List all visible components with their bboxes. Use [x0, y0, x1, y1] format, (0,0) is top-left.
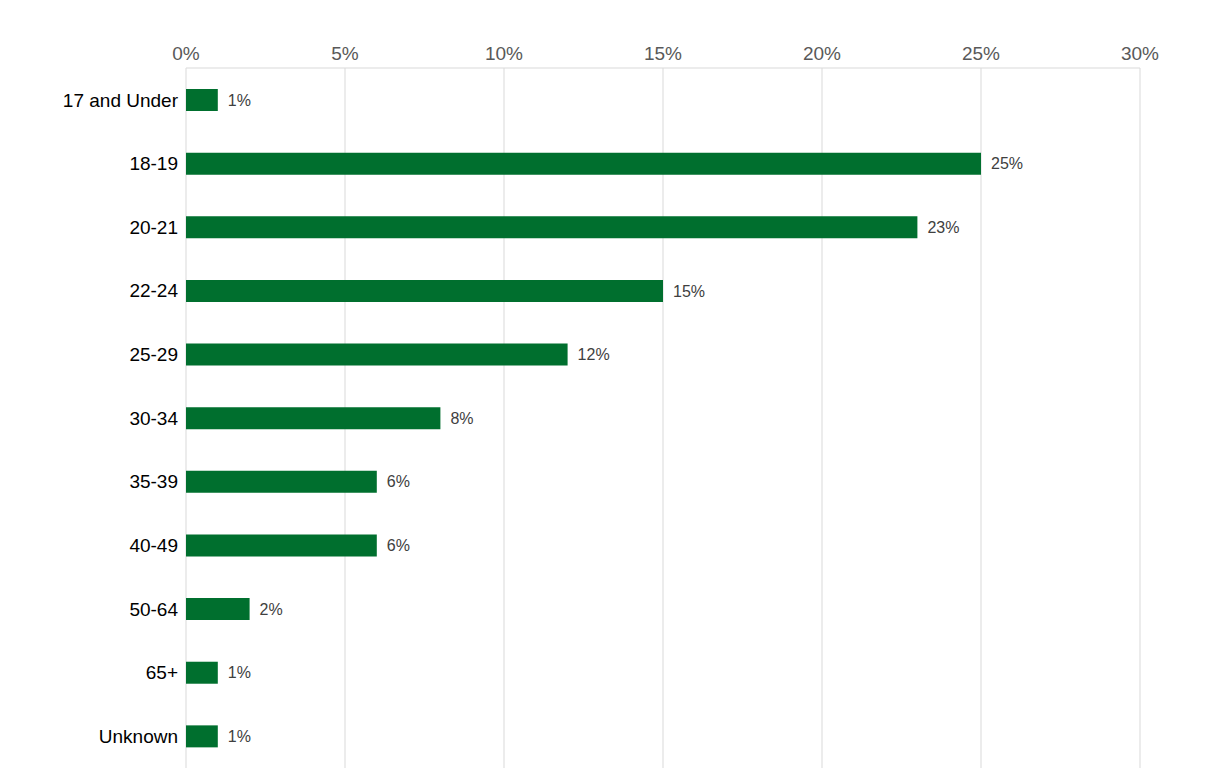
svg-text:0%: 0% — [172, 43, 200, 64]
svg-text:1%: 1% — [228, 664, 251, 681]
svg-text:23%: 23% — [927, 219, 959, 236]
svg-text:20%: 20% — [803, 43, 841, 64]
svg-text:50-64: 50-64 — [129, 599, 178, 620]
svg-text:20-21: 20-21 — [129, 217, 178, 238]
svg-text:2%: 2% — [260, 601, 283, 618]
svg-text:25%: 25% — [962, 43, 1000, 64]
svg-text:1%: 1% — [228, 92, 251, 109]
svg-text:18-19: 18-19 — [129, 153, 178, 174]
svg-text:12%: 12% — [578, 346, 610, 363]
svg-text:22-24: 22-24 — [129, 280, 178, 301]
svg-text:17 and Under: 17 and Under — [63, 90, 179, 111]
svg-text:8%: 8% — [450, 410, 473, 427]
svg-text:65+: 65+ — [146, 662, 178, 683]
svg-text:6%: 6% — [387, 473, 410, 490]
svg-text:Unknown: Unknown — [99, 726, 178, 747]
svg-text:35-39: 35-39 — [129, 471, 178, 492]
svg-text:15%: 15% — [644, 43, 682, 64]
svg-text:40-49: 40-49 — [129, 535, 178, 556]
svg-text:1%: 1% — [228, 728, 251, 745]
svg-text:5%: 5% — [331, 43, 359, 64]
svg-text:30%: 30% — [1121, 43, 1159, 64]
svg-text:30-34: 30-34 — [129, 408, 178, 429]
svg-text:6%: 6% — [387, 537, 410, 554]
svg-text:25-29: 25-29 — [129, 344, 178, 365]
svg-text:10%: 10% — [485, 43, 523, 64]
svg-text:15%: 15% — [673, 283, 705, 300]
svg-text:25%: 25% — [991, 155, 1023, 172]
